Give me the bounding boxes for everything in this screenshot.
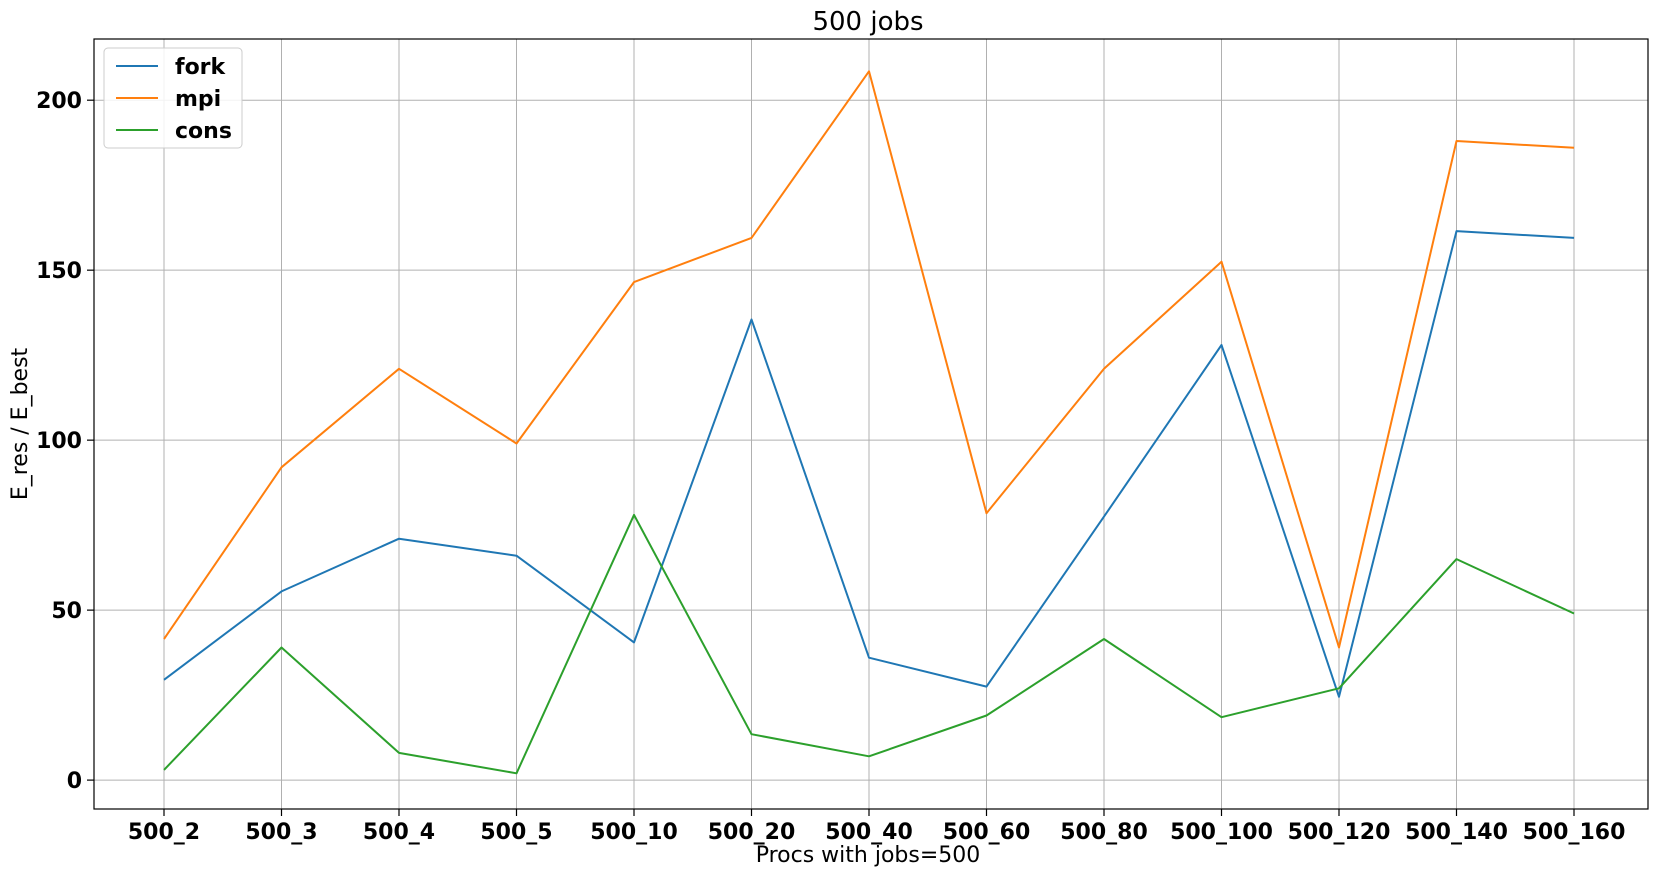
x-tick-label: 500_5 [480, 820, 552, 845]
x-tick-label: 500_60 [943, 820, 1031, 845]
x-tick-label: 500_40 [825, 820, 913, 845]
y-axis-ticks: 0 50 100 150 200 [36, 89, 94, 794]
x-axis-label: Procs with jobs=500 [756, 843, 981, 868]
series-line-cons [163, 513, 1575, 775]
chart-title: 500 jobs [812, 7, 923, 37]
y-tick-label: 200 [36, 89, 82, 114]
grid [94, 39, 1648, 809]
x-tick-label: 500_140 [1405, 820, 1508, 845]
legend-label-fork: fork [175, 55, 227, 80]
legend-box [103, 47, 243, 149]
x-tick-label: 500_160 [1523, 820, 1626, 845]
series-line-fork [163, 230, 1575, 698]
x-tick-label: 500_20 [708, 820, 796, 845]
series-line-mpi [163, 70, 1575, 649]
y-tick-label: 50 [51, 599, 82, 624]
x-axis-ticks: 500_2 500_3 500_4 500_5 500_10 500_20 500_40 50… [128, 809, 1626, 845]
y-tick-label: 0 [67, 769, 82, 794]
y-tick-label: 150 [36, 259, 82, 284]
plot-area-frame [93, 38, 1649, 810]
x-tick-label: 500_80 [1060, 820, 1148, 845]
y-tick-label: 100 [36, 429, 82, 454]
x-tick-label: 500_4 [363, 820, 435, 845]
x-tick-label: 500_3 [245, 820, 317, 845]
legend-label-mpi: mpi [175, 87, 221, 112]
x-tick-label: 500_100 [1170, 820, 1273, 845]
y-axis-label: E_res / E_best [8, 347, 33, 500]
legend-label-cons: cons [175, 119, 232, 144]
legend: fork mpi cons [103, 47, 243, 149]
x-tick-label: 500_120 [1288, 820, 1391, 845]
series-lines [163, 70, 1575, 775]
x-tick-label: 500_10 [590, 820, 678, 845]
x-tick-label: 500_2 [128, 820, 200, 845]
